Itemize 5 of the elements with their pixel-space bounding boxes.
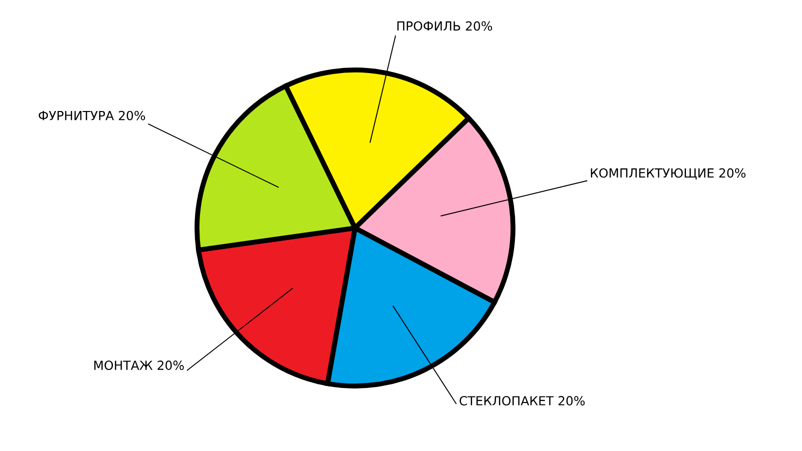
slice-label: КОМПЛЕКТУЮЩИЕ 20%: [590, 168, 746, 180]
slice-label: МОНТАЖ 20%: [94, 360, 184, 370]
slice-label: ПРОФИЛЬ 20%: [397, 21, 492, 31]
slice-label: СТЕКЛОПАКЕТ 20%: [460, 396, 585, 406]
slice-label: ФУРНИТУРА 20%: [38, 110, 146, 120]
